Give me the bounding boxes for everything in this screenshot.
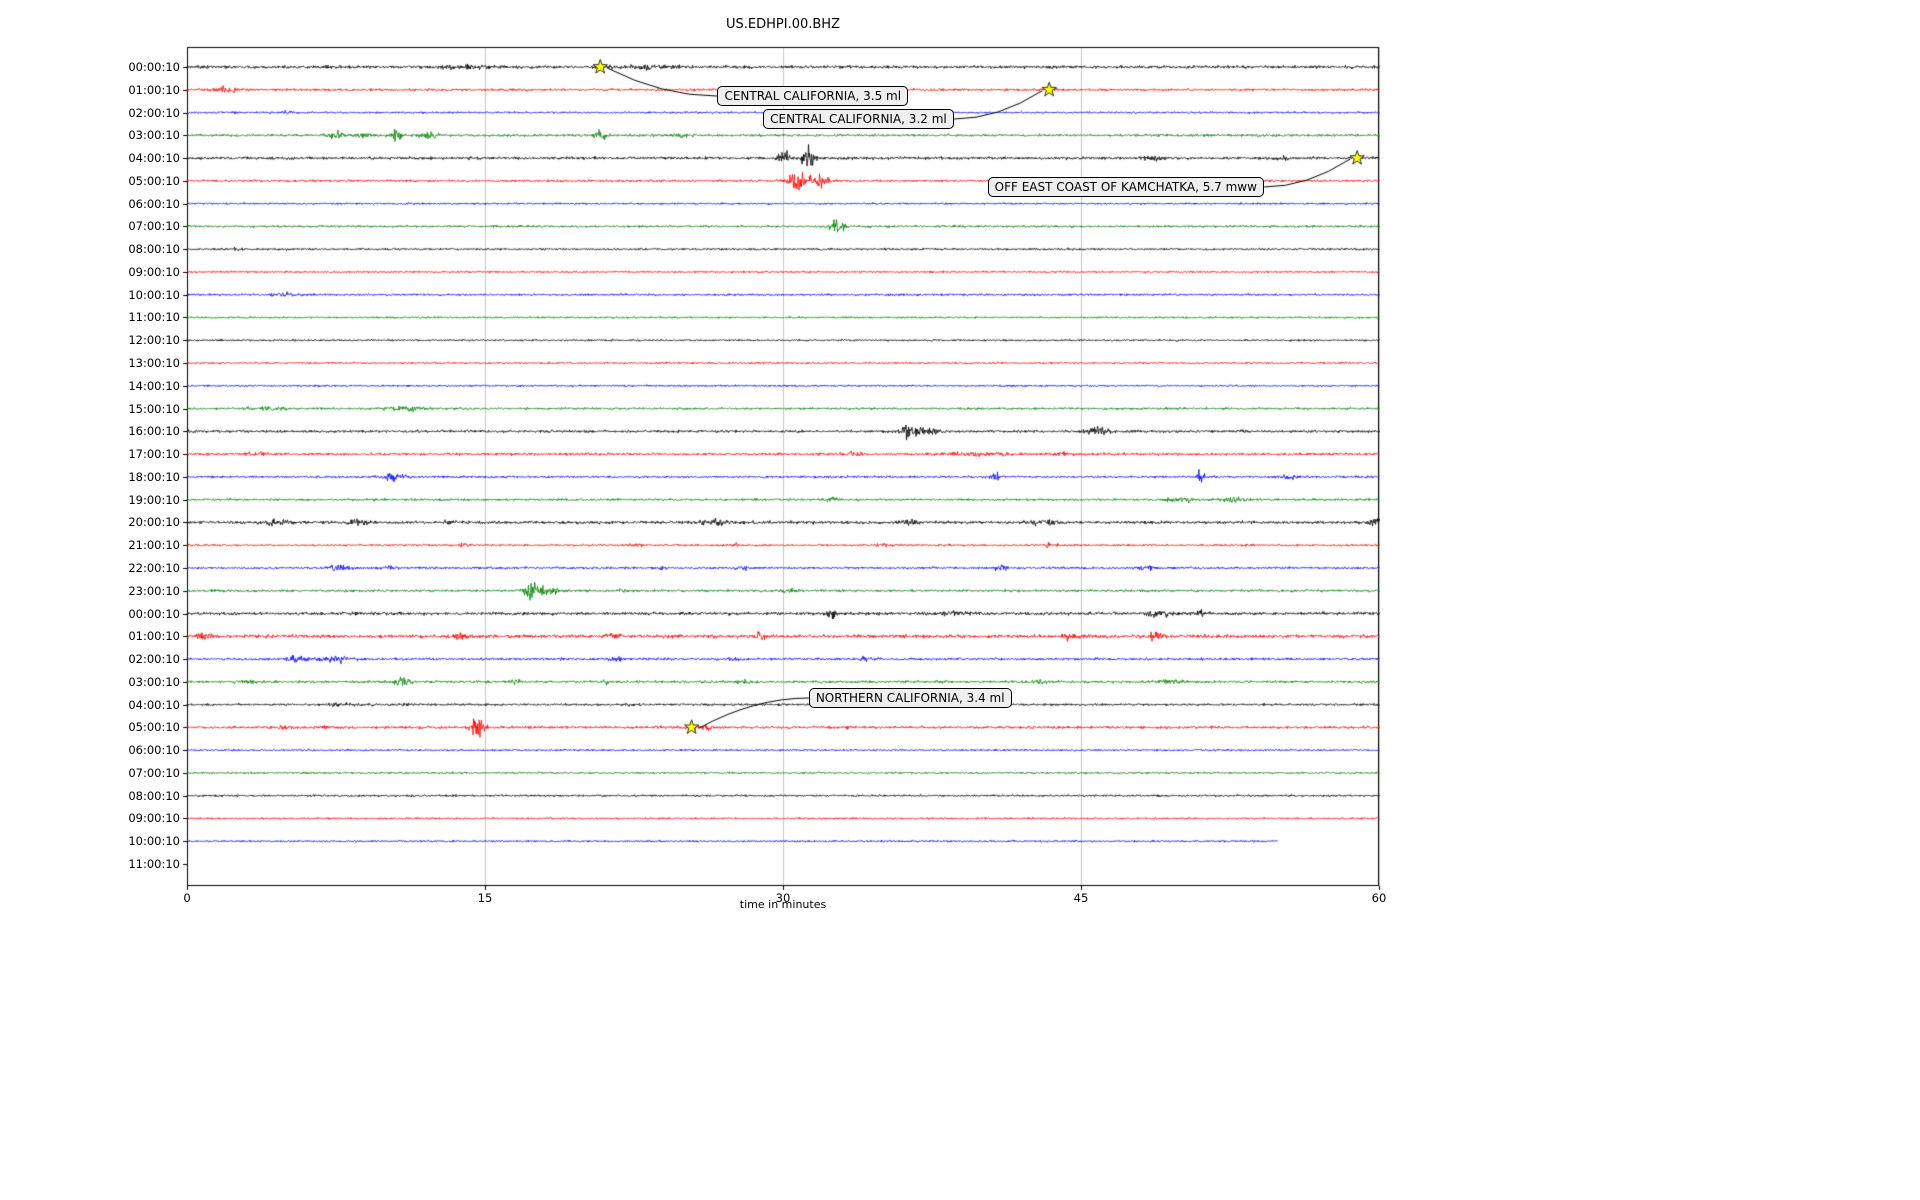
y-tick-label: 20:00:10 (128, 515, 180, 530)
x-tick-label: 15 (477, 891, 493, 905)
y-tick-label: 07:00:10 (128, 219, 180, 234)
y-tick-label: 11:00:10 (128, 310, 180, 325)
y-tick-label: 02:00:10 (128, 105, 180, 120)
y-tick-label: 15:00:10 (128, 401, 180, 416)
y-tick-label: 23:00:10 (128, 583, 180, 598)
x-tick-label: 30 (775, 891, 791, 905)
y-tick-label: 10:00:10 (128, 287, 180, 302)
y-tick-label: 00:00:10 (128, 606, 180, 621)
x-tick-label: 0 (183, 891, 191, 905)
event-label: CENTRAL CALIFORNIA, 3.5 ml (717, 86, 909, 107)
y-tick-label: 09:00:10 (128, 811, 180, 826)
y-tick-label: 00:00:10 (128, 60, 180, 74)
y-tick-label: 09:00:10 (128, 264, 180, 279)
y-tick-label: 03:00:10 (128, 674, 180, 689)
y-tick-label: 04:00:10 (128, 697, 180, 712)
y-tick-label: 18:00:10 (128, 469, 180, 484)
y-tick-label: 13:00:10 (128, 356, 180, 371)
x-axis-label: time in minutes (739, 898, 827, 911)
y-tick-label: 06:00:10 (128, 196, 180, 211)
y-tick-label: 08:00:10 (128, 788, 180, 803)
y-tick-label: 07:00:10 (128, 765, 180, 780)
y-tick-label: 19:00:10 (128, 492, 180, 507)
y-tick-label: 12:00:10 (128, 333, 180, 348)
y-tick-label: 22:00:10 (128, 560, 180, 575)
event-label: CENTRAL CALIFORNIA, 3.2 ml (763, 109, 954, 130)
y-tick-label: 01:00:10 (128, 629, 180, 644)
page-title: US.EDHPI.00.BHZ (726, 17, 840, 32)
y-tick-label: 01:00:10 (128, 82, 180, 97)
y-tick-label: 02:00:10 (128, 652, 180, 667)
y-tick-label: 14:00:10 (128, 378, 180, 393)
y-tick-label: 05:00:10 (128, 173, 180, 188)
y-tick-label: 21:00:10 (128, 538, 180, 553)
y-tick-label: 17:00:10 (128, 447, 180, 462)
y-tick-label: 03:00:10 (128, 128, 180, 143)
x-tick-label: 45 (1073, 891, 1089, 905)
y-tick-label: 08:00:10 (128, 242, 180, 257)
y-tick-label: 06:00:10 (128, 743, 180, 758)
y-tick-label: 16:00:10 (128, 424, 180, 439)
y-tick-label: 05:00:10 (128, 720, 180, 735)
event-label: OFF EAST COAST OF KAMCHATKA, 5.7 mww (987, 176, 1264, 197)
y-tick-label: 11:00:10 (128, 856, 180, 871)
y-tick-label: 10:00:10 (128, 834, 180, 849)
event-label: NORTHERN CALIFORNIA, 3.4 ml (808, 688, 1012, 709)
y-tick-label: 04:00:10 (128, 151, 180, 166)
x-tick-label: 60 (1371, 891, 1387, 905)
